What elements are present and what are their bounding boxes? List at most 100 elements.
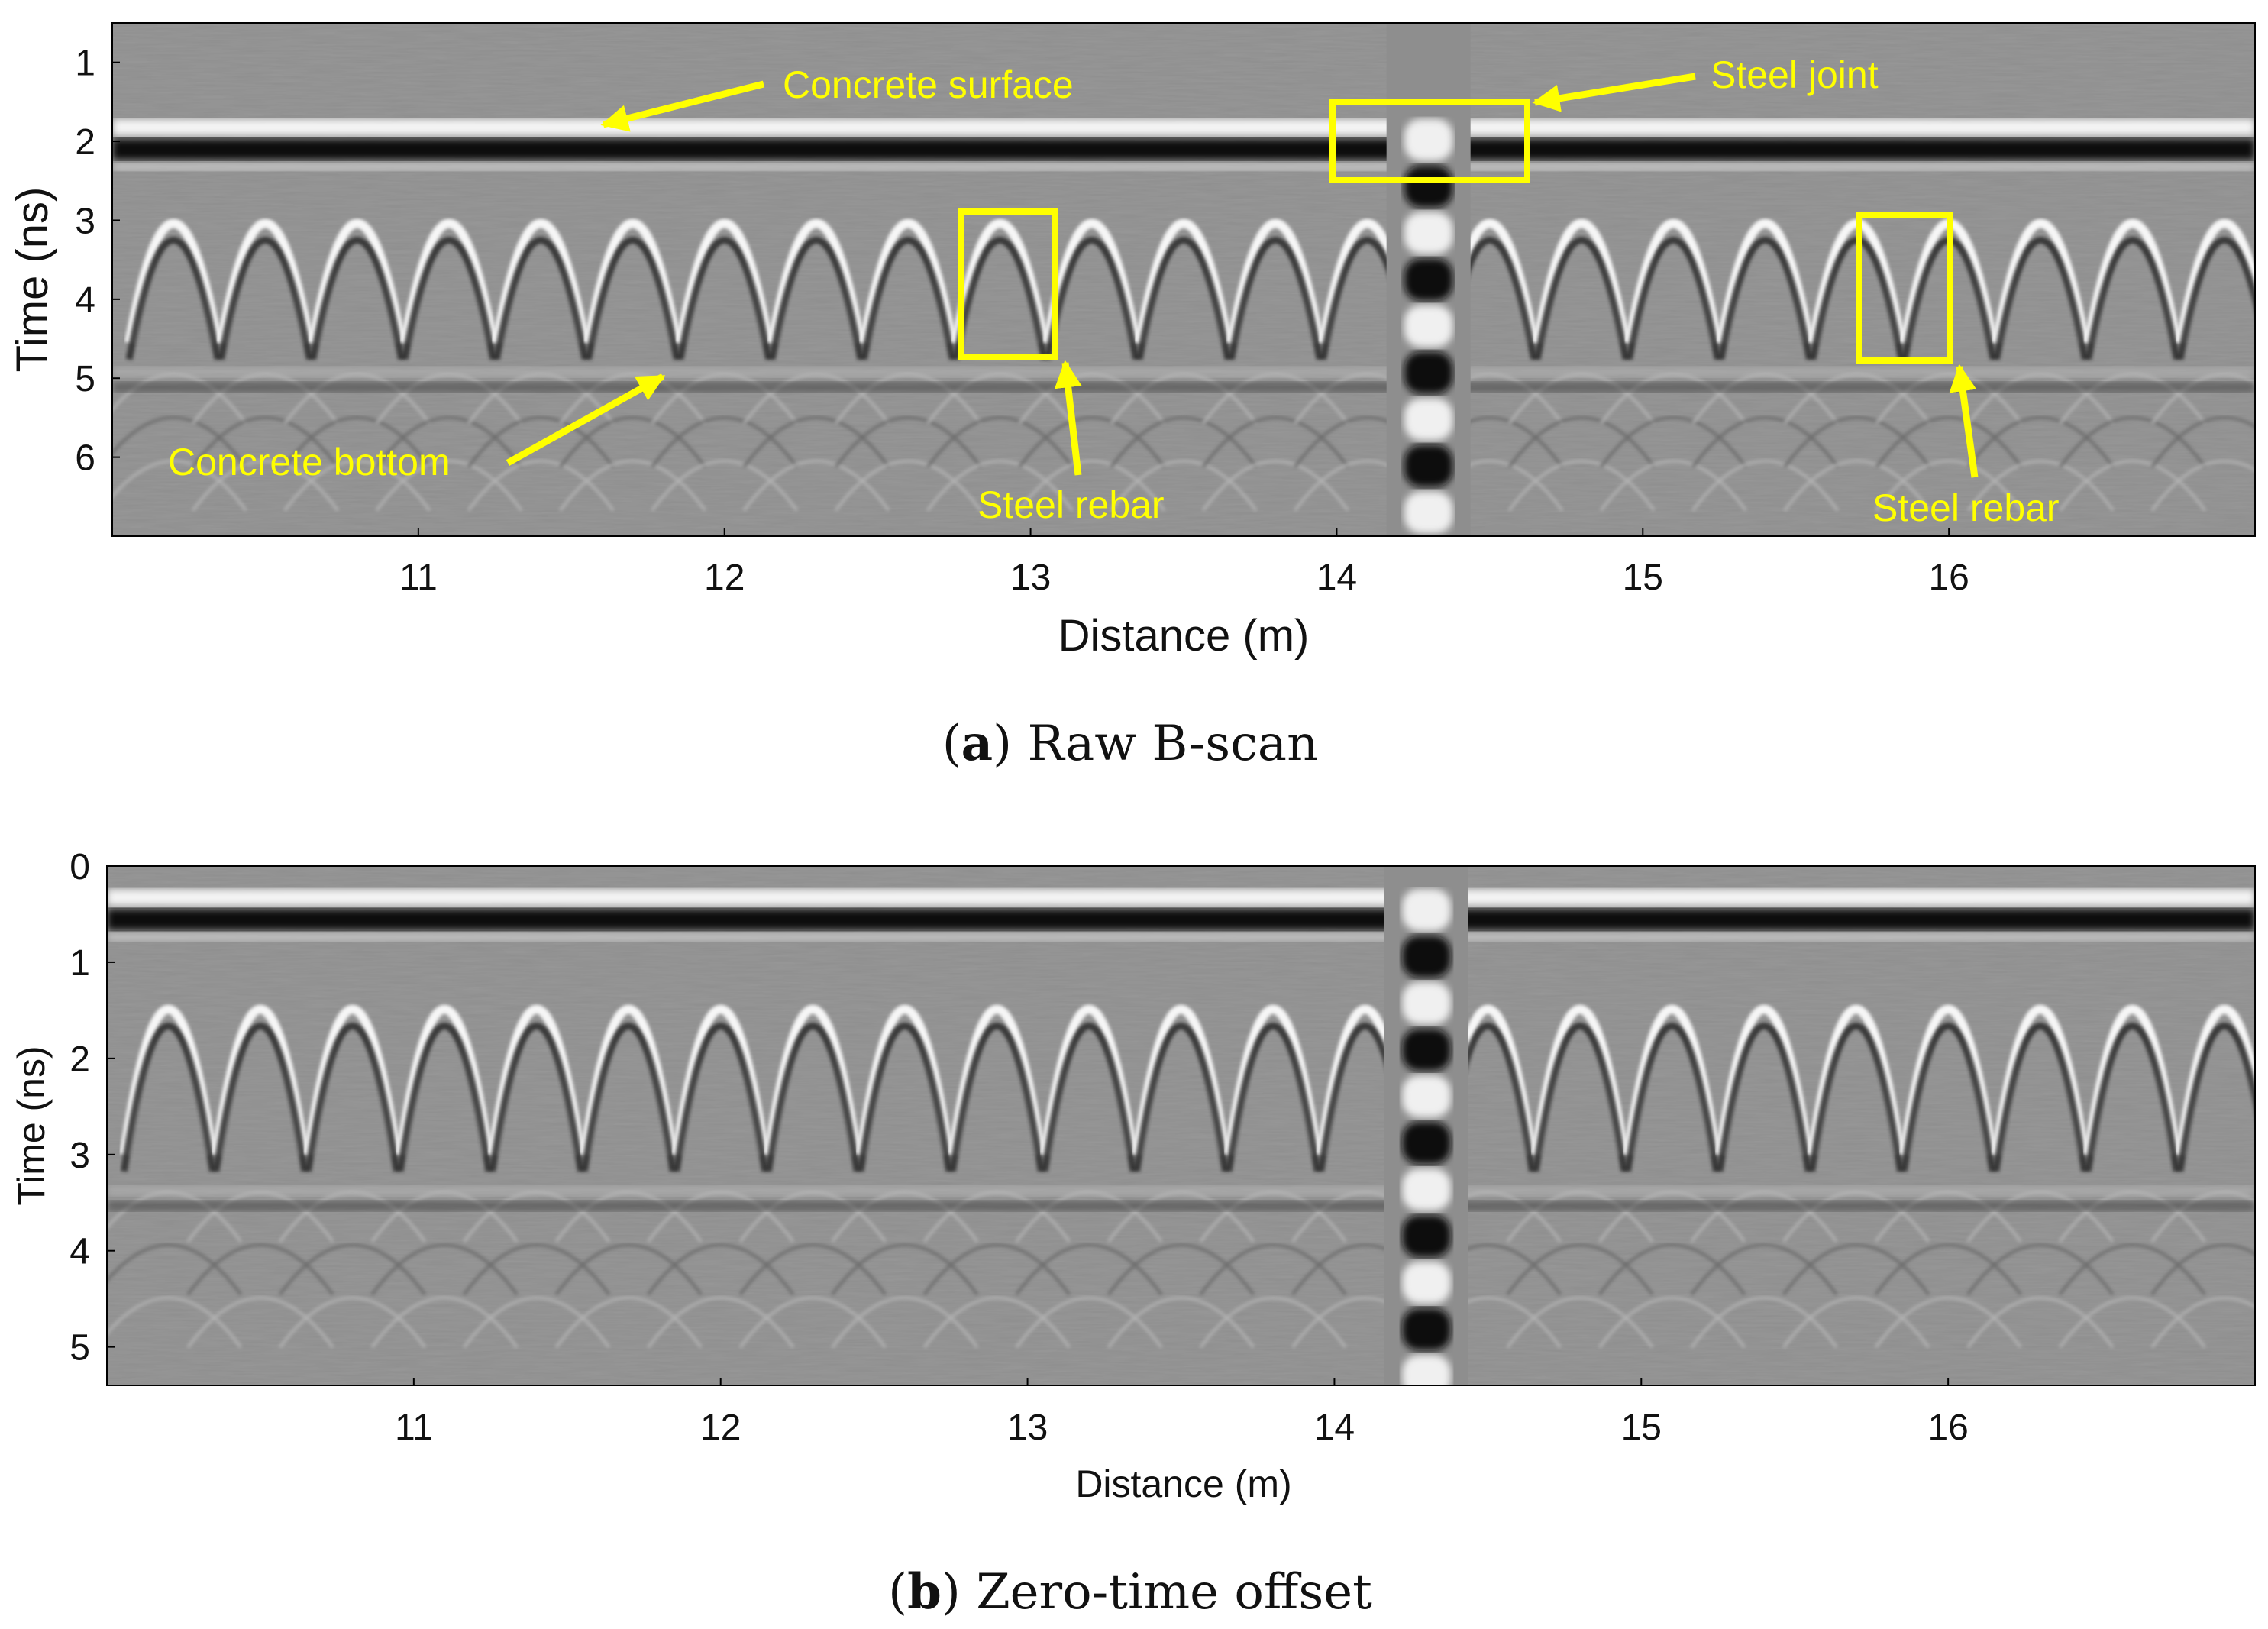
- rebar-hyperbola: [767, 218, 865, 344]
- rebar-multiple: [1598, 1243, 1746, 1296]
- rebar-hyperbola: [396, 1004, 493, 1155]
- rebar-hyperbola-shadow: [1808, 1023, 1905, 1172]
- panel-a-x-ticks: 11 12 13 14 15 16: [399, 528, 1969, 598]
- rebar-multiple: [1874, 1296, 2023, 1349]
- panel-b-y-ticks: 0 1 2 3 4 5: [69, 847, 115, 1369]
- y-tick-label: 4: [69, 1232, 90, 1272]
- rebar-hyperbola-shadow: [2176, 1023, 2255, 1172]
- bottom-bright-band: [107, 1185, 2255, 1197]
- concrete-bottom-arrow: [506, 373, 666, 466]
- concrete-bottom-label: Concrete bottom: [168, 441, 451, 483]
- rebar-hyperbola-shadow: [1136, 237, 1232, 360]
- joint-bright-segment: [1401, 1075, 1451, 1118]
- rebar-multiple: [1199, 1296, 1348, 1349]
- panel-a-surface-reflection: [112, 118, 2255, 171]
- rebar-hyperbola-shadow: [2176, 237, 2255, 360]
- rebar-hyperbola: [1533, 218, 1631, 344]
- joint-dark-segment: [1401, 1029, 1451, 1071]
- rebar-hyperbola: [1040, 1004, 1138, 1155]
- steel-rebar-box-2: [1856, 212, 1953, 364]
- panel-b-texture: [107, 866, 2255, 1385]
- rebar-multiple: [1875, 459, 2024, 512]
- rebar-multiple: [370, 1296, 519, 1349]
- rebar-multiple: [1014, 1243, 1163, 1296]
- rebar-multiple: [191, 415, 340, 469]
- bottom-dark-band: [112, 382, 2255, 393]
- rebar-hyperbola-shadow: [489, 1023, 585, 1172]
- rebar-hyperbola: [764, 1004, 862, 1155]
- rebar-hyperbola: [1623, 1004, 1721, 1155]
- rebar-hyperbola: [1624, 218, 1723, 344]
- panel-a-texture: [112, 23, 2255, 536]
- rebar-multiple: [1598, 1296, 1746, 1349]
- panel-b-frame: [106, 865, 2256, 1386]
- panel-b-rebar-hyperbolas: [107, 1004, 2255, 1349]
- rebar-multiple: [1017, 459, 1166, 512]
- steel-rebar-arrow-1: [1054, 360, 1082, 476]
- rebar-multiple: [834, 415, 983, 469]
- joint-bright-segment: [1404, 118, 1453, 161]
- rebar-hyperbola-shadow: [1716, 1023, 1812, 1172]
- rebar-multiple: [1782, 1243, 1930, 1296]
- rebar-multiple: [186, 1243, 334, 1296]
- x-tick-label: 14: [1314, 1408, 1355, 1448]
- rebar-multiple: [374, 459, 523, 512]
- x-tick-label: 15: [1623, 558, 1663, 598]
- rebar-multiple: [191, 459, 340, 512]
- y-tick-label: 2: [75, 122, 95, 163]
- panel-a-caption-text: Raw B-scan: [1027, 716, 1318, 772]
- rebar-hyperbola-shadow: [493, 237, 589, 360]
- panel-b-y-label: Time (ns): [10, 1046, 53, 1205]
- x-tick-label: 16: [1927, 1408, 1968, 1448]
- rebar-multiple: [1690, 1243, 1839, 1296]
- x-tick-label: 16: [1928, 558, 1969, 598]
- steel-rebar-arrow-2: [1949, 364, 1979, 478]
- joint-bright-segment: [1404, 212, 1453, 254]
- y-tick-label: 1: [69, 943, 90, 984]
- rebar-multiple: [830, 1243, 979, 1296]
- joint-bright-segment: [1401, 982, 1451, 1025]
- panel-b-x-ticks: 11 12 13 14 15 16: [395, 1378, 1969, 1448]
- joint-dark-segment: [1401, 936, 1451, 978]
- joint-dark-segment: [1401, 1215, 1451, 1258]
- rebar-multiple: [554, 1296, 703, 1349]
- y-tick-label: 5: [75, 359, 95, 399]
- rebar-multiple: [738, 1243, 887, 1296]
- rebar-multiple: [926, 415, 1074, 469]
- rebar-hyperbola-shadow: [764, 1023, 861, 1172]
- steel-joint-box: [1329, 99, 1530, 183]
- rebar-multiple: [278, 1243, 427, 1296]
- rebar-multiple: [2150, 415, 2255, 469]
- rebar-hyperbola: [2083, 1004, 2182, 1155]
- rebar-multiple: [2150, 459, 2255, 512]
- steel-rebar-label-1: Steel rebar: [977, 483, 1165, 526]
- joint-dark-segment: [1404, 258, 1453, 301]
- rebar-multiple: [922, 1296, 1071, 1349]
- rebar-multiple: [1874, 1243, 2023, 1296]
- rebar-hyperbola: [1807, 1004, 1905, 1155]
- rebar-hyperbola: [492, 218, 590, 344]
- rebar-hyperbola: [951, 218, 1049, 344]
- panel-a-frame: [111, 22, 2256, 537]
- steel-rebar-label-2: Steel rebar: [1872, 486, 2060, 529]
- rebar-multiple: [558, 415, 707, 469]
- rebar-hyperbola-shadow: [1532, 1023, 1628, 1172]
- rebar-multiple: [1107, 1243, 1255, 1296]
- rebar-multiple: [1782, 1296, 1930, 1349]
- rebar-hyperbola-shadow: [305, 1023, 400, 1172]
- x-tick-label: 15: [1621, 1408, 1662, 1448]
- joint-bright-segment: [1401, 1355, 1451, 1385]
- rebar-hyperbola: [1226, 218, 1325, 344]
- rebar-hyperbola: [1991, 1004, 2089, 1155]
- joint-dark-segment: [1401, 1122, 1451, 1165]
- y-tick-label: 0: [69, 847, 90, 887]
- rebar-hyperbola-shadow: [673, 1023, 769, 1172]
- rebar-hyperbola-shadow: [125, 237, 221, 360]
- panel-a-steel-joint-signal: [1386, 23, 1471, 536]
- rebar-hyperbola: [211, 1004, 309, 1155]
- rebar-multiple: [374, 415, 523, 469]
- joint-dark-segment: [1404, 165, 1453, 208]
- surface-dark-band: [112, 138, 2255, 160]
